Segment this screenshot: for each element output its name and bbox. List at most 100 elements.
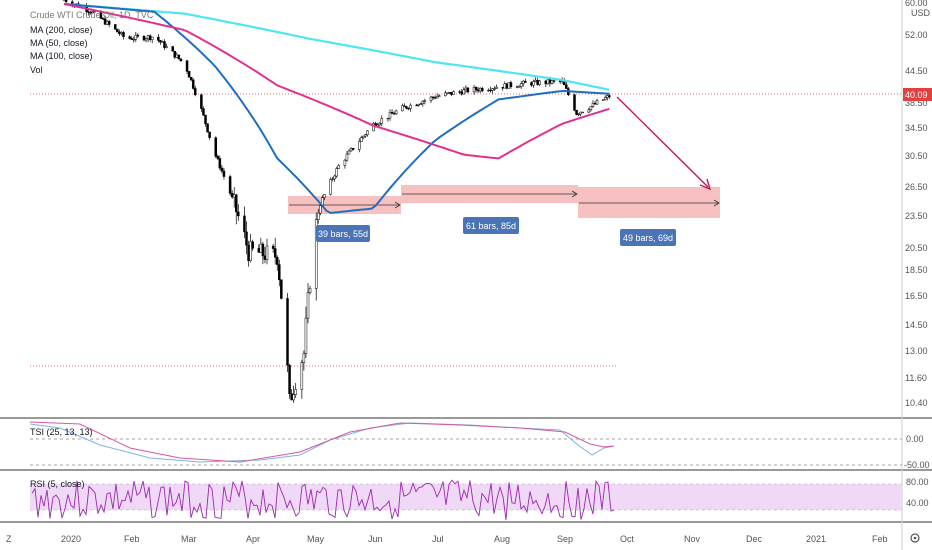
projection-arrow[interactable] bbox=[616, 96, 712, 191]
candle-body bbox=[462, 89, 466, 95]
candle-body bbox=[372, 123, 375, 132]
rsi-panel[interactable]: RSI (5, close) 80.00 40.00 bbox=[30, 477, 929, 521]
svg-text:39 bars, 55d: 39 bars, 55d bbox=[318, 229, 368, 239]
candle-body bbox=[575, 110, 578, 115]
candle-body bbox=[349, 148, 353, 152]
candle-body bbox=[595, 100, 599, 105]
time-tick: Aug bbox=[494, 534, 510, 544]
svg-text:61 bars, 85d: 61 bars, 85d bbox=[466, 221, 516, 231]
candle-body bbox=[362, 135, 365, 138]
candle-body bbox=[452, 91, 455, 95]
candle-body bbox=[230, 193, 234, 198]
price-tick: 14.50 bbox=[905, 320, 928, 330]
price-tick: 20.50 bbox=[905, 243, 928, 253]
legend-ma100: MA (100, close) bbox=[30, 51, 93, 61]
candle-body bbox=[206, 123, 209, 133]
candle-body bbox=[587, 109, 591, 113]
candle-body bbox=[536, 79, 539, 85]
candle-body bbox=[433, 97, 437, 99]
candle-body bbox=[228, 176, 232, 194]
candle-body bbox=[257, 248, 261, 253]
candle-body bbox=[366, 130, 369, 135]
candle-body bbox=[507, 82, 511, 89]
measure-layer bbox=[288, 185, 720, 218]
candle-body bbox=[409, 104, 412, 109]
candle-body bbox=[118, 31, 121, 35]
price-tick: 26.50 bbox=[905, 182, 928, 192]
candle-body bbox=[466, 87, 470, 93]
time-tick: 2020 bbox=[61, 534, 81, 544]
candle-body bbox=[191, 79, 195, 89]
candle-body bbox=[343, 159, 347, 166]
candle-body bbox=[530, 82, 533, 86]
price-tick: 11.60 bbox=[905, 373, 927, 383]
time-axis[interactable]: 2020 Feb Mar Apr May Jun Jul Aug Sep Oct… bbox=[61, 534, 888, 544]
candle-body bbox=[392, 113, 396, 115]
candle-series bbox=[62, 0, 611, 403]
candle-body bbox=[308, 288, 312, 293]
candle-body bbox=[204, 114, 207, 124]
candle-body bbox=[608, 95, 611, 98]
candle-body bbox=[390, 111, 394, 114]
price-tick: 44.50 bbox=[905, 66, 928, 76]
candle-body bbox=[593, 103, 597, 105]
candle-body bbox=[401, 105, 404, 112]
candle-body bbox=[429, 96, 433, 101]
zoom-icon[interactable]: Z bbox=[6, 534, 12, 544]
candle-body bbox=[247, 244, 250, 261]
candle-body bbox=[302, 352, 306, 363]
rsi-label: RSI (5, close) bbox=[30, 479, 85, 489]
candle-body bbox=[300, 362, 304, 390]
candle-body bbox=[405, 106, 408, 109]
settings-icon[interactable] bbox=[910, 533, 920, 543]
measure-label-2: 61 bars, 85d bbox=[463, 217, 519, 234]
candle-body bbox=[306, 292, 310, 319]
candle-body bbox=[388, 111, 392, 119]
candle-body bbox=[64, 0, 68, 3]
measure-label-3: 49 bars, 69d bbox=[620, 229, 676, 246]
candle-body bbox=[159, 40, 162, 43]
price-tick: 60.00 bbox=[905, 0, 928, 8]
measure-label-1: 39 bars, 55d bbox=[316, 225, 370, 242]
candle-body bbox=[261, 243, 265, 257]
tsi-panel[interactable]: TSI (25, 13, 13) 0.00 -50.00 bbox=[29, 421, 930, 470]
candle-body bbox=[249, 241, 252, 261]
price-tick: 34.50 bbox=[905, 123, 928, 133]
candle-body bbox=[122, 32, 125, 37]
candle-body bbox=[280, 279, 283, 299]
candle-body bbox=[232, 194, 236, 198]
candle-body bbox=[380, 118, 384, 124]
candle-body bbox=[378, 122, 381, 126]
candle-body bbox=[579, 111, 582, 115]
candle-body bbox=[435, 96, 439, 99]
candle-body bbox=[245, 231, 248, 246]
candle-body bbox=[419, 103, 422, 105]
candle-body bbox=[319, 205, 322, 214]
candle-body bbox=[290, 393, 293, 401]
time-tick: Jul bbox=[432, 534, 444, 544]
legend: Crude WTI Crude Oil, 1D, TVC MA (200, cl… bbox=[30, 10, 154, 75]
legend-ma200: MA (200, close) bbox=[30, 25, 93, 35]
candle-body bbox=[171, 46, 174, 52]
measure-box-3[interactable] bbox=[578, 187, 720, 218]
candle-body bbox=[132, 38, 135, 41]
candle-body bbox=[273, 248, 277, 258]
time-tick: Nov bbox=[684, 534, 701, 544]
candle-body bbox=[323, 194, 326, 198]
candle-body bbox=[187, 71, 191, 78]
candle-body bbox=[519, 83, 523, 87]
last-price-badge bbox=[903, 88, 932, 101]
candle-body bbox=[437, 95, 441, 97]
candle-body bbox=[417, 104, 420, 106]
candle-body bbox=[161, 41, 164, 43]
candle-body bbox=[150, 36, 154, 40]
price-axis[interactable]: 60.00 USD 52.00 44.50 38.50 34.50 30.50 … bbox=[903, 0, 932, 408]
price-unit: USD bbox=[911, 8, 931, 18]
candle-body bbox=[276, 257, 279, 265]
candle-body bbox=[565, 84, 568, 89]
candle-body bbox=[360, 137, 363, 142]
candle-body bbox=[128, 36, 131, 39]
candle-body bbox=[337, 165, 340, 169]
